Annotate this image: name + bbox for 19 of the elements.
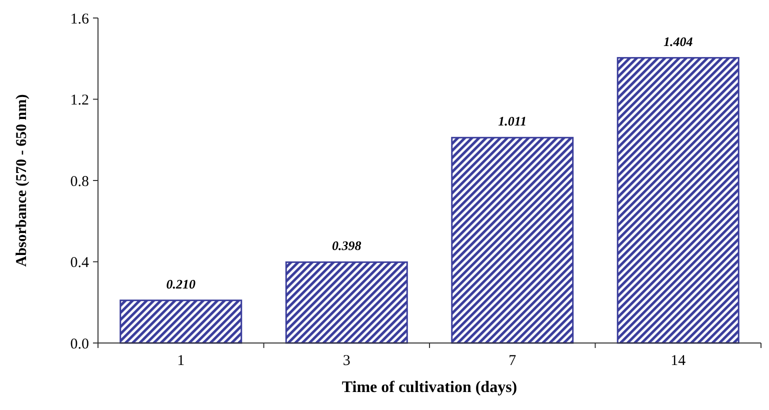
y-axis-title: Absorbance (570 - 650 nm) <box>14 94 30 267</box>
bar <box>120 300 242 344</box>
bar <box>616 57 740 344</box>
x-tick-label: 3 <box>342 353 350 369</box>
y-tick-label: 1.6 <box>70 11 90 28</box>
y-tick-label: 0.4 <box>70 255 90 271</box>
data-label: 0.210 <box>166 276 196 292</box>
y-tick-label: 0.0 <box>70 336 89 352</box>
x-axis-title: Time of cultivation (days) <box>342 379 518 396</box>
data-label: 0.398 <box>332 238 362 254</box>
bar <box>451 136 574 344</box>
x-tick-label: 1 <box>177 353 185 369</box>
bar <box>285 261 408 344</box>
y-tick-label: 1.2 <box>70 92 89 108</box>
data-label: 1.404 <box>664 34 694 49</box>
x-tick-label: 14 <box>670 353 686 369</box>
data-label: 1.011 <box>498 114 527 129</box>
y-tick-label: 0.8 <box>70 174 89 190</box>
x-tick-label: 7 <box>508 353 517 369</box>
